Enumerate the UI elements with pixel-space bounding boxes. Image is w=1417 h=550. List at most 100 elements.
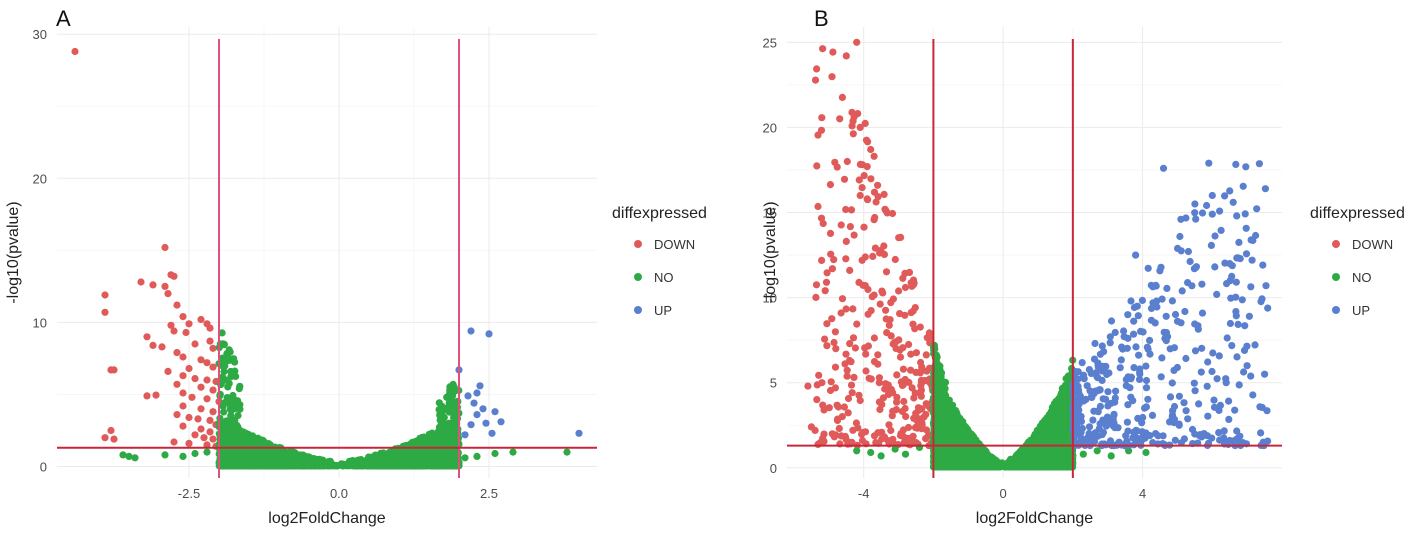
point-down xyxy=(845,409,852,416)
point-no xyxy=(473,453,480,460)
point-down xyxy=(838,221,845,228)
point-down xyxy=(194,415,201,422)
point-down xyxy=(197,425,204,432)
point-no xyxy=(277,459,284,466)
point-down xyxy=(841,176,848,183)
point-down xyxy=(818,257,825,264)
point-down xyxy=(71,48,78,55)
point-down xyxy=(834,402,841,409)
point-no xyxy=(303,462,310,469)
point-down xyxy=(850,130,857,137)
point-down xyxy=(804,383,811,390)
point-no xyxy=(131,454,138,461)
point-down xyxy=(101,291,108,298)
point-up xyxy=(473,389,480,396)
point-down xyxy=(827,181,834,188)
point-up xyxy=(473,411,480,418)
point-down xyxy=(179,389,186,396)
point-down xyxy=(918,405,925,412)
point-down xyxy=(880,394,887,401)
point-down xyxy=(850,374,857,381)
point-no xyxy=(428,432,435,439)
point-no xyxy=(461,454,468,461)
point-no xyxy=(417,445,424,452)
point-no xyxy=(236,383,243,390)
point-down xyxy=(839,94,846,101)
y-tick-label: 5 xyxy=(770,376,777,391)
point-down xyxy=(191,431,198,438)
y-tick-label: 20 xyxy=(33,171,47,186)
point-down xyxy=(143,392,150,399)
point-no xyxy=(269,461,276,468)
point-down xyxy=(824,269,831,276)
point-down xyxy=(876,406,883,413)
point-no xyxy=(236,401,243,408)
point-down xyxy=(110,436,117,443)
point-down xyxy=(203,376,210,383)
y-tick-label: 30 xyxy=(33,27,47,42)
point-down xyxy=(862,367,869,374)
point-down xyxy=(832,345,839,352)
point-down xyxy=(185,440,192,447)
point-down xyxy=(846,357,853,364)
point-no xyxy=(233,435,240,442)
point-down xyxy=(179,353,186,360)
point-down xyxy=(830,256,837,263)
point-down xyxy=(893,371,900,378)
point-no xyxy=(223,350,230,357)
point-no xyxy=(291,460,298,467)
point-no xyxy=(450,414,457,421)
point-no xyxy=(413,462,420,469)
point-no xyxy=(411,438,418,445)
point-down xyxy=(849,389,856,396)
point-down xyxy=(876,379,883,386)
point-no xyxy=(338,460,345,467)
plot-area xyxy=(787,27,1282,478)
legend-swatch-no xyxy=(634,273,642,281)
point-down xyxy=(885,421,892,428)
legend-title: diffexpressed xyxy=(612,205,707,222)
point-down xyxy=(852,344,859,351)
point-down xyxy=(164,368,171,375)
point-down xyxy=(829,430,836,437)
point-down xyxy=(820,431,827,438)
point-no xyxy=(220,363,227,370)
point-down xyxy=(206,417,213,424)
point-down xyxy=(839,295,846,302)
point-down xyxy=(877,301,884,308)
point-down xyxy=(907,367,914,374)
point-up xyxy=(491,408,498,415)
point-down xyxy=(823,279,830,286)
point-down xyxy=(896,310,903,317)
point-down xyxy=(831,159,838,166)
point-down xyxy=(843,238,850,245)
point-down xyxy=(889,210,896,217)
point-down xyxy=(908,309,915,316)
point-down xyxy=(203,359,210,366)
point-no xyxy=(119,451,126,458)
point-down xyxy=(844,158,851,165)
plot-area xyxy=(57,27,597,478)
point-down xyxy=(843,52,850,59)
point-down xyxy=(842,255,849,262)
point-down xyxy=(185,414,192,421)
point-no xyxy=(234,429,241,436)
point-no xyxy=(432,462,439,469)
point-down xyxy=(908,438,915,445)
point-down xyxy=(827,230,834,237)
point-down xyxy=(185,320,192,327)
y-tick-label: 20 xyxy=(763,120,777,135)
legend-item-no: NO xyxy=(634,270,674,285)
point-up xyxy=(470,400,477,407)
point-no xyxy=(267,450,274,457)
point-no xyxy=(437,409,444,416)
point-down xyxy=(846,267,853,274)
point-no xyxy=(161,451,168,458)
point-down xyxy=(209,408,216,415)
point-down xyxy=(830,339,837,346)
point-down xyxy=(173,349,180,356)
point-no xyxy=(125,453,132,460)
point-no xyxy=(398,462,405,469)
point-down xyxy=(889,389,896,396)
point-down xyxy=(813,162,820,169)
